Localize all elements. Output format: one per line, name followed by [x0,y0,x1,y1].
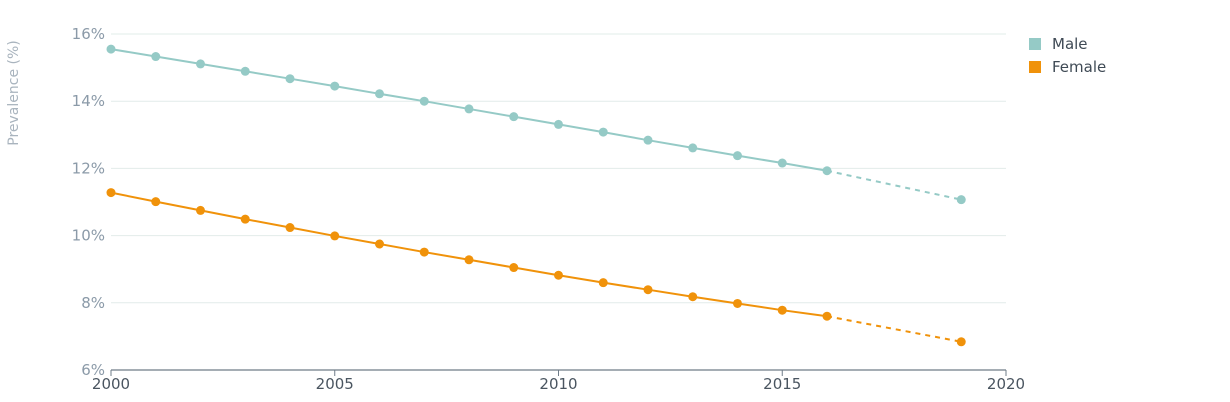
data-point-female[interactable] [554,270,563,280]
series-line-female [110,191,828,318]
data-point-female[interactable] [643,285,653,295]
y-tick-label: 6% [81,361,105,379]
data-point-male[interactable] [822,166,832,176]
gridlines [111,33,1006,371]
data-point-female[interactable] [733,298,742,308]
data-point-female[interactable] [777,305,787,315]
legend-label-female: Female [1052,57,1107,76]
data-point-male[interactable] [375,89,384,99]
data-point-female[interactable] [509,263,519,273]
y-tick-label: 16% [72,25,105,43]
data-point-male[interactable] [330,81,340,91]
y-axis-label: Prevalence (%) [6,40,22,146]
legend-swatch-male [1029,37,1041,50]
y-axis-ticks: 6% 8% 10% 12% 14% 16% [72,25,105,379]
y-tick-label: 10% [72,227,105,245]
data-point-female[interactable] [822,311,832,321]
x-tick-label: 2010 [539,375,577,393]
data-point-female[interactable] [196,205,205,215]
data-point-female[interactable] [688,292,698,302]
y-tick-label: 14% [72,92,105,110]
x-tick-label: 2015 [763,375,801,393]
series-male [106,44,966,205]
data-point-male[interactable] [554,119,563,129]
data-point-male[interactable] [643,135,653,145]
data-point-female[interactable] [598,278,608,288]
x-tick-label: 2000 [92,375,130,393]
data-point-male[interactable] [240,66,250,76]
data-point-female[interactable] [151,197,161,207]
y-tick-label: 8% [81,294,105,312]
legend-swatch-female [1029,60,1041,73]
series-projection-male [826,169,962,201]
data-point-female[interactable] [330,231,340,241]
series-group [106,44,966,347]
legend-item-male: Male [1029,32,1106,55]
data-point-male[interactable] [777,158,787,168]
data-point-male[interactable] [285,74,295,84]
data-point-male[interactable] [598,127,608,137]
data-point-male[interactable] [688,143,698,153]
data-point-male[interactable] [464,104,474,114]
series-female [106,188,966,347]
data-point-male[interactable] [733,151,742,161]
x-tick-label: 2005 [316,375,354,393]
x-axis-ticks: 2000 2005 2010 2015 2020 [92,370,1025,393]
data-point-female[interactable] [956,337,966,347]
x-tick-label: 2020 [987,375,1025,393]
data-point-male[interactable] [956,195,966,205]
data-point-male[interactable] [509,112,519,122]
series-projection-female [826,315,962,343]
data-point-female[interactable] [375,239,384,249]
data-point-male[interactable] [106,44,116,54]
legend-label-male: Male [1052,34,1088,53]
data-point-female[interactable] [240,214,250,224]
data-point-female[interactable] [285,223,295,233]
legend: Male Female [1029,32,1106,78]
data-point-male[interactable] [419,96,429,106]
data-point-male[interactable] [151,52,161,62]
y-tick-label: 12% [72,159,105,177]
legend-item-female: Female [1029,55,1106,78]
data-point-female[interactable] [419,247,429,257]
data-point-female[interactable] [106,188,116,198]
data-point-male[interactable] [196,59,205,69]
data-point-female[interactable] [464,255,474,265]
